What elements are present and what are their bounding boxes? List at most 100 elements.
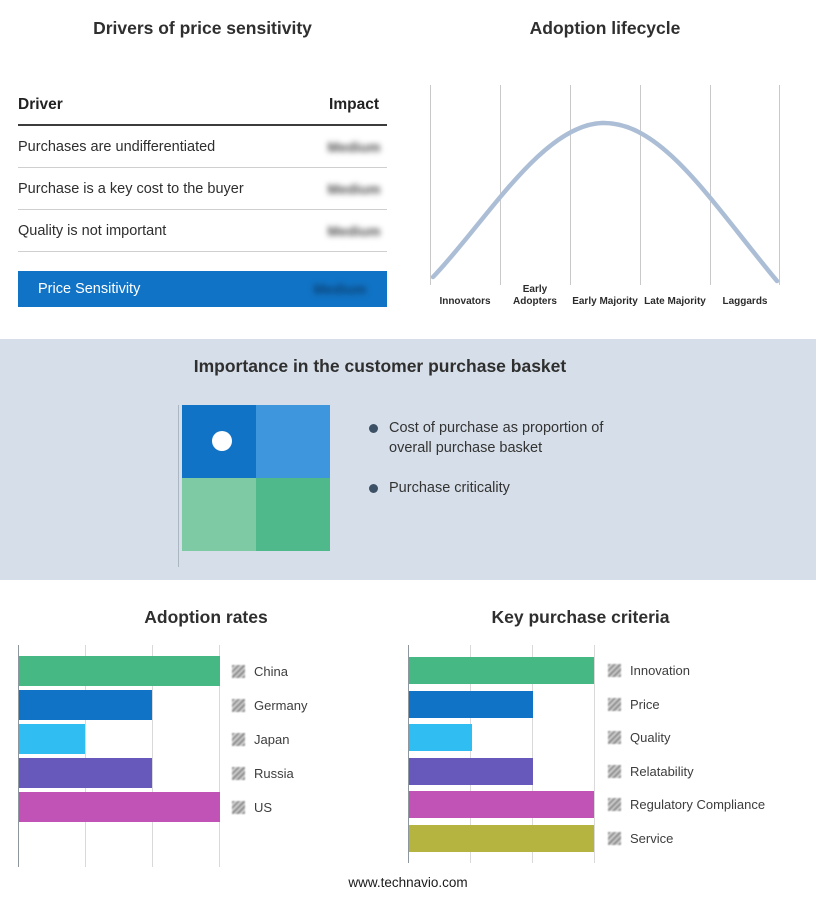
y-axis: [18, 645, 19, 867]
stage-label-innovators: Innovators: [439, 295, 491, 307]
bar-china: [19, 656, 220, 686]
table-row: Quality is not important Medium: [18, 210, 387, 252]
legend-marker-redacted: [608, 798, 621, 811]
stage-label-early-adopters: Early Adopters: [513, 284, 557, 307]
impact-value-redacted: Medium: [313, 281, 367, 297]
bullet-icon: [369, 424, 378, 433]
column-header-impact: Impact: [329, 96, 379, 113]
quadrant-cell-top-right: [256, 405, 330, 478]
legend-marker-redacted: [232, 732, 245, 746]
adoption-rates-bars: [19, 656, 220, 822]
bar-service: [409, 824, 594, 852]
legend-label: Regulatory Compliance: [630, 797, 766, 812]
bullet-text: Purchase criticality: [389, 480, 510, 496]
bar-japan: [19, 724, 86, 754]
impact-value-redacted: Medium: [327, 138, 381, 155]
legend-item: China: [232, 656, 307, 686]
drivers-table-header: Driver Impact: [18, 96, 387, 126]
bar-relatability: [409, 757, 533, 785]
bar-us: [19, 792, 220, 822]
bar-innovation: [409, 657, 594, 684]
legend-label: Innovation: [630, 663, 690, 678]
gridline: [152, 645, 153, 867]
bullet-icon: [369, 484, 378, 493]
price-sensitivity-label: Price Sensitivity: [38, 281, 141, 297]
legend-item: US: [232, 792, 307, 822]
legend-marker-redacted: [608, 697, 621, 711]
drivers-table: Driver Impact Purchases are undifferenti…: [18, 96, 387, 252]
legend-label: Service: [630, 830, 674, 846]
impact-value-redacted: Medium: [327, 180, 381, 197]
legend-label: US: [254, 799, 273, 815]
bar-quality: [409, 724, 472, 751]
quadrant-axis: [178, 405, 179, 567]
legend-item: Germany: [232, 690, 307, 720]
bar-price: [409, 690, 533, 718]
legend-label: Quality: [630, 730, 671, 745]
legend-marker-redacted: [232, 698, 245, 712]
legend-marker-redacted: [608, 664, 621, 677]
lifecycle-stage-labels: Innovators Early Adopters Early Majority…: [430, 281, 780, 307]
criteria-bars: [409, 657, 594, 852]
legend-label: Relatability: [630, 763, 694, 779]
gridline: [85, 645, 86, 867]
gridline: [532, 645, 533, 863]
stage-label-early-majority: Early Majority: [572, 295, 638, 307]
gridline: [779, 85, 780, 285]
legend-item: Price: [608, 691, 765, 718]
driver-label: Purchases are undifferentiated: [18, 138, 216, 155]
bell-curve-svg: [430, 120, 780, 284]
column-header-driver: Driver: [18, 96, 63, 113]
bullet-text: Cost of purchase as proportion of overal…: [389, 420, 604, 456]
gridline: [640, 85, 641, 285]
legend-item: Service: [608, 825, 765, 852]
adoption-rates-title: Adoption rates: [144, 607, 268, 627]
price-sensitivity-bar: Price Sensitivity Medium: [18, 271, 387, 307]
legend-label: Germany: [254, 697, 308, 713]
impact-value-redacted: Medium: [327, 222, 381, 239]
purchase-basket-band: [0, 339, 816, 580]
drivers-title: Drivers of price sensitivity: [93, 18, 312, 38]
gridline: [430, 85, 431, 285]
basket-bullet-item: Cost of purchase as proportion of overal…: [369, 419, 639, 458]
table-row: Purchase is a key cost to the buyer Medi…: [18, 168, 387, 210]
stage-label-late-majority: Late Majority: [644, 295, 706, 307]
stage-label-laggards: Laggards: [722, 295, 768, 307]
gridline: [500, 85, 501, 285]
website-url: www.technavio.com: [348, 875, 468, 890]
bar-russia: [19, 758, 152, 788]
legend-marker-redacted: [608, 731, 621, 744]
criteria-legend: Innovation Price Quality Relatability Re…: [608, 657, 765, 852]
position-marker-dot: [212, 431, 232, 451]
gridline: [594, 645, 595, 863]
legend-item: Russia: [232, 758, 307, 788]
bar-germany: [19, 690, 152, 720]
basket-bullet-item: Purchase criticality: [369, 479, 639, 499]
legend-item: Relatability: [608, 758, 765, 785]
criteria-title: Key purchase criteria: [491, 607, 670, 627]
legend-marker-redacted: [232, 800, 245, 814]
legend-label: China: [254, 663, 288, 679]
quadrant-cell-bottom-right: [256, 478, 330, 551]
legend-item: Japan: [232, 724, 307, 754]
driver-label: Quality is not important: [18, 222, 167, 239]
basket-title: Importance in the customer purchase bask…: [193, 356, 567, 376]
bell-curve: [430, 120, 780, 284]
lifecycle-title: Adoption lifecycle: [529, 18, 681, 38]
legend-label: Price: [630, 696, 660, 712]
table-row: Purchases are undifferentiated Medium: [18, 126, 387, 168]
legend-item: Regulatory Compliance: [608, 791, 765, 818]
legend-marker-redacted: [608, 764, 621, 778]
legend-item: Innovation: [608, 657, 765, 684]
driver-label: Purchase is a key cost to the buyer: [18, 180, 244, 197]
legend-item: Quality: [608, 724, 765, 751]
gridline: [470, 645, 471, 863]
purchase-basket-quadrant: [182, 405, 330, 551]
legend-label: Japan: [254, 731, 290, 747]
y-axis: [408, 645, 409, 863]
quadrant-cell-top-left: [182, 405, 256, 478]
legend-marker-redacted: [232, 664, 245, 678]
legend-label: Russia: [254, 765, 294, 781]
adoption-rates-legend: China Germany Japan Russia US: [232, 656, 307, 822]
